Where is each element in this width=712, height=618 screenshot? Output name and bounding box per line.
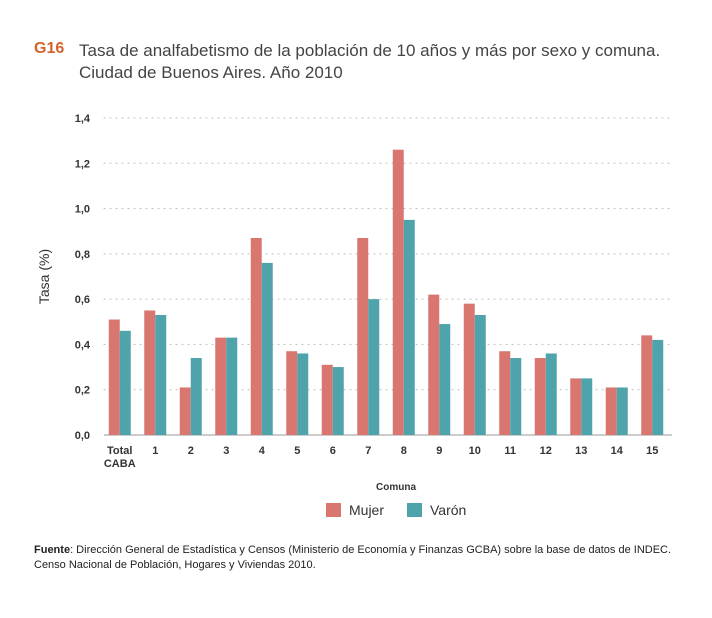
figure-code: G16 bbox=[34, 40, 65, 57]
bar-varon bbox=[226, 337, 238, 435]
figure-title-text: Tasa de analfabetismo de la población de… bbox=[79, 40, 660, 84]
bar-mujer bbox=[570, 378, 582, 435]
x-tick-label: 7 bbox=[365, 445, 371, 457]
bar-varon bbox=[439, 324, 451, 435]
x-tick-label: 1 bbox=[152, 445, 158, 457]
bar-varon bbox=[581, 378, 593, 435]
bar-varon bbox=[652, 339, 664, 435]
x-tick-label: 3 bbox=[223, 445, 229, 457]
source-note: Fuente: Dirección General de Estadística… bbox=[34, 543, 694, 573]
bar-varon bbox=[510, 358, 522, 435]
bar-mujer bbox=[108, 319, 120, 435]
bar-varon bbox=[545, 353, 557, 435]
bar-varon bbox=[155, 314, 167, 435]
bar-mujer bbox=[321, 364, 333, 435]
x-tick-label: 8 bbox=[401, 445, 407, 457]
title-line-1: Tasa de analfabetismo de la población de… bbox=[79, 41, 661, 60]
legend-swatch-mujer bbox=[326, 503, 341, 517]
x-tick-label: 14 bbox=[611, 445, 624, 457]
bar-mujer bbox=[250, 238, 262, 435]
source-line-2: Censo Nacional de Población, Hogares y V… bbox=[34, 559, 316, 571]
bar-mujer bbox=[641, 335, 653, 435]
bar-mujer bbox=[463, 303, 475, 435]
x-tick-label: CABA bbox=[104, 458, 136, 470]
bar-mujer bbox=[215, 337, 227, 435]
bar-mujer bbox=[392, 149, 404, 435]
bar-mujer bbox=[499, 351, 511, 435]
x-tick-label: 13 bbox=[575, 445, 587, 457]
y-tick-label: 1,4 bbox=[75, 113, 91, 125]
y-tick-label: 1,2 bbox=[75, 158, 90, 170]
bar-mujer bbox=[179, 387, 191, 435]
y-tick-label: 0,6 bbox=[75, 294, 90, 306]
y-tick-label: 0,0 bbox=[75, 430, 90, 442]
x-tick-label: 2 bbox=[188, 445, 194, 457]
bar-varon bbox=[332, 367, 344, 435]
x-tick-label: 6 bbox=[330, 445, 336, 457]
bar-varon bbox=[368, 299, 380, 435]
bar-mujer bbox=[605, 387, 617, 435]
x-tick-label: 4 bbox=[259, 445, 266, 457]
y-axis-label: Tasa (%) bbox=[36, 249, 52, 304]
bar-mujer bbox=[534, 358, 546, 435]
bar-mujer bbox=[144, 310, 156, 435]
y-tick-label: 0,4 bbox=[75, 339, 91, 351]
bar-varon bbox=[474, 314, 486, 435]
x-tick-label: 5 bbox=[294, 445, 300, 457]
x-tick-label: 11 bbox=[504, 445, 516, 457]
bar-varon bbox=[190, 358, 202, 435]
x-tick-label: Total bbox=[107, 445, 132, 457]
x-tick-label: 10 bbox=[469, 445, 481, 457]
x-axis-label: Comuna bbox=[376, 482, 416, 493]
source-label: Fuente bbox=[34, 544, 71, 556]
title-line-2: Ciudad de Buenos Aires. Año 2010 bbox=[79, 63, 343, 82]
bar-varon bbox=[119, 330, 131, 435]
legend-label-varon: Varón bbox=[430, 502, 466, 518]
bar-varon bbox=[616, 387, 628, 435]
bar-varon bbox=[261, 262, 273, 435]
x-tick-label: 9 bbox=[436, 445, 442, 457]
legend-label-mujer: Mujer bbox=[349, 502, 384, 518]
bar-mujer bbox=[357, 238, 369, 435]
bar-varon bbox=[297, 353, 309, 435]
x-tick-label: 12 bbox=[540, 445, 552, 457]
legend-swatch-varon bbox=[407, 503, 422, 517]
y-tick-label: 0,2 bbox=[75, 385, 90, 397]
y-tick-label: 0,8 bbox=[75, 249, 90, 261]
bar-mujer bbox=[428, 294, 440, 435]
source-line-1: : Dirección General de Estadística y Cen… bbox=[70, 544, 672, 556]
x-tick-label: 15 bbox=[646, 445, 658, 457]
bar-mujer bbox=[286, 351, 298, 435]
bar-chart: 0,0 0,2 0,4 0,6 0,8 1,0 1,2 1,4 Tasa (%) TotalCAB… bbox=[36, 113, 673, 518]
y-tick-label: 1,0 bbox=[75, 204, 90, 216]
bar-varon bbox=[403, 219, 415, 435]
